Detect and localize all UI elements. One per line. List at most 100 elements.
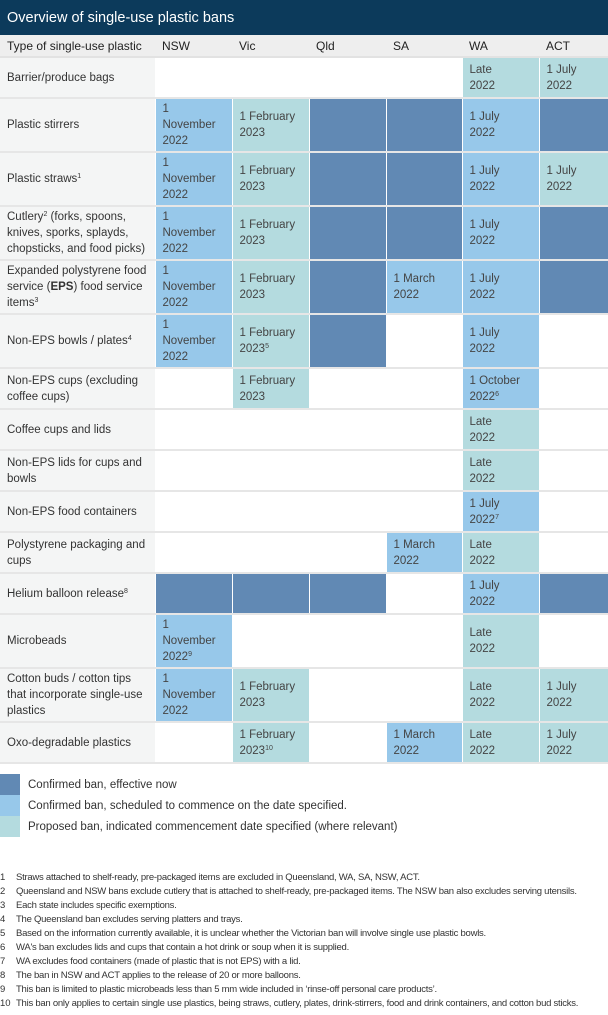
cell-act: [538, 98, 608, 153]
cell-date-line1: 1 February: [239, 728, 296, 741]
footnote: 2 Queensland and NSW bans exclude cutlery…: [0, 885, 608, 899]
cell-date-line1: Late: [469, 681, 492, 693]
cell-date-line1: 1 February: [239, 165, 296, 177]
cell-nsw: 1 November 2022: [154, 314, 232, 369]
cell-date-line2: 2023: [239, 289, 266, 301]
cell-wa: 1 July 2022: [461, 314, 539, 369]
cell-date-line1: 1 July: [469, 273, 500, 285]
label-bold: EPS: [50, 281, 74, 293]
column-header: ACT: [539, 35, 608, 58]
cell-date-line1: 1 October: [469, 374, 521, 387]
cell-act: [538, 491, 608, 533]
table-row: Barrier/produce bags Late 2022 1 July 2022: [0, 57, 608, 99]
table-row: Non-EPS lids for cups and bowls Late 2022: [0, 450, 608, 492]
label-text: Coffee cups and lids: [7, 423, 111, 436]
row-label: Cutlery2 (forks, spoons, knives, sporks,…: [0, 206, 155, 261]
footnote: 9 This ban is limited to plastic microbea…: [0, 983, 608, 997]
cell-qld: [308, 614, 386, 669]
cell-qld: [308, 668, 386, 723]
label-text: Barrier/produce bags: [7, 71, 115, 84]
cell-nsw: 1 November 2022: [154, 260, 232, 315]
row-label: Plastic stirrers: [0, 98, 155, 153]
cell-vic: 1 February 20235: [231, 314, 309, 369]
footnote-ref: 4: [127, 335, 132, 342]
label-text: Polystyrene packaging and cups: [7, 538, 146, 567]
footnote-text: Straws attached to shelf-ready, pre-pack…: [16, 872, 420, 883]
cell-qld: [308, 450, 386, 492]
footnote-number: 3: [0, 900, 6, 911]
cell-act: [538, 314, 608, 369]
cell-vic: 1 February 2023: [231, 152, 309, 207]
cell-date-line1: 1 July: [546, 728, 577, 741]
cell-date-line1: 1 November: [162, 265, 216, 293]
cell-date-line2: 2023: [239, 744, 266, 757]
cell-date-line2: 2022: [162, 135, 189, 147]
cell-nsw: 1 November 2022: [154, 668, 232, 723]
cell-nsw: [154, 368, 232, 410]
legend-swatch: [0, 795, 20, 816]
cell-sa: [385, 614, 462, 669]
cell-vic: 1 February 2023: [231, 368, 309, 410]
cell-date-line1: 1 March: [393, 728, 436, 741]
footnote: 5 Based on the information currently avai…: [0, 927, 608, 941]
footnote-text: WA excludes food containers (made of pla…: [16, 956, 301, 967]
cell-date-line1: 1 November: [162, 211, 216, 239]
cell-wa: 1 October 20226: [461, 368, 539, 410]
cell-wa: 1 July 2022: [461, 98, 539, 153]
cell-qld: [308, 409, 386, 451]
row-label: Oxo-degradable plastics: [0, 722, 155, 764]
cell-date-line1: 1 July: [469, 165, 500, 177]
footnote-text: This ban only applies to certain single …: [16, 998, 579, 1009]
cell-nsw: 1 November 2022: [154, 98, 232, 153]
table-row: Microbeads 1 November 20229 Late 2022: [0, 614, 608, 669]
cell-date-line2: 2022: [469, 343, 496, 355]
label-text: ) food service items: [7, 281, 143, 309]
cell-act: [538, 614, 608, 669]
cell-date-line2: 2022: [162, 243, 189, 255]
footnote-ref: 6: [495, 390, 499, 398]
cell-nsw: [154, 491, 232, 533]
cell-date-line1: Late: [469, 627, 492, 639]
footnote-number: 10: [0, 998, 11, 1009]
cell-vic: [231, 532, 309, 574]
cell-date-line2: 2022: [393, 744, 420, 757]
footnote: 7 WA excludes food containers (made of pl…: [0, 955, 608, 969]
label-text: Cotton buds / cotton tips that incorpora…: [7, 673, 143, 717]
column-header: Qld: [309, 35, 386, 58]
cell-wa: Late 2022: [461, 668, 539, 723]
label-text: Cutlery: [7, 211, 44, 223]
row-label: Expanded polystyrene food service (EPS) …: [0, 260, 155, 315]
cell-wa: Late 2022: [461, 614, 539, 669]
cell-qld: [308, 206, 386, 261]
cell-act: 1 July 2022: [538, 57, 608, 99]
cell-wa: Late 2022: [461, 450, 539, 492]
cell-qld: [308, 152, 386, 207]
cell-date-line1: 1 November: [162, 619, 216, 647]
cell-sa: [385, 450, 462, 492]
cell-date-line1: 1 February: [239, 273, 296, 285]
cell-sa: 1 March 2022: [385, 260, 462, 315]
cell-act: [538, 409, 608, 451]
label-text: Non-EPS bowls / plates: [7, 335, 128, 347]
table-row: Non-EPS cups (excluding coffee cups) 1 Fe…: [0, 368, 608, 410]
row-label: Cotton buds / cotton tips that incorpora…: [0, 668, 155, 723]
cell-sa: [385, 206, 462, 261]
cell-nsw: 1 November 2022: [154, 206, 232, 261]
cell-wa: 1 July 2022: [461, 260, 539, 315]
cell-date-line1: 1 February: [239, 681, 296, 693]
footnote-number: 5: [0, 928, 6, 939]
cell-vic: 1 February 2023: [231, 668, 309, 723]
cell-act: 1 July 2022: [538, 152, 608, 207]
label-text: Helium balloon release: [7, 587, 124, 600]
cell-sa: [385, 409, 462, 451]
cell-date-line2: 2022: [469, 127, 496, 139]
cell-sa: 1 March 2022: [385, 532, 462, 574]
cell-date-line2: 2022: [469, 595, 496, 608]
cell-date-line1: 1 February: [239, 374, 296, 387]
cell-nsw: [154, 57, 232, 99]
row-label: Non-EPS lids for cups and bowls: [0, 450, 155, 492]
plastic-bans-table: Type of single-use plastic NSW Vic Qld SA WA A…: [0, 35, 608, 764]
cell-qld: [308, 491, 386, 533]
footnote-text: The ban in NSW and ACT applies to the re…: [16, 970, 301, 981]
footnote-number: 1: [0, 872, 6, 883]
